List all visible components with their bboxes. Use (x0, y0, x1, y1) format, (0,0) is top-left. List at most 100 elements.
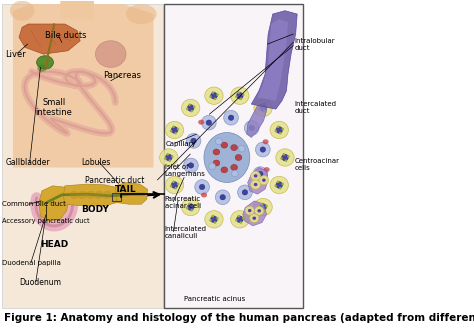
Ellipse shape (262, 179, 266, 182)
Circle shape (263, 209, 265, 212)
Ellipse shape (221, 167, 228, 173)
Text: Duodenum: Duodenum (19, 278, 61, 287)
Ellipse shape (248, 209, 252, 212)
Text: Intercalated
canaliculi: Intercalated canaliculi (165, 226, 207, 239)
Circle shape (186, 207, 188, 209)
Ellipse shape (210, 216, 217, 223)
Circle shape (188, 203, 191, 205)
Ellipse shape (270, 121, 288, 139)
Ellipse shape (257, 172, 263, 177)
Circle shape (261, 203, 263, 205)
Circle shape (166, 153, 169, 156)
Ellipse shape (237, 92, 243, 99)
Circle shape (279, 187, 282, 190)
Ellipse shape (245, 121, 259, 135)
Ellipse shape (209, 163, 216, 170)
Circle shape (285, 159, 287, 162)
Ellipse shape (242, 190, 248, 195)
Circle shape (209, 219, 212, 222)
Text: Pancreatic acinus: Pancreatic acinus (184, 296, 245, 302)
Circle shape (280, 157, 283, 160)
Ellipse shape (260, 204, 266, 210)
Ellipse shape (259, 176, 269, 185)
Ellipse shape (10, 1, 34, 21)
Circle shape (188, 104, 191, 106)
Ellipse shape (231, 211, 249, 228)
Ellipse shape (237, 185, 252, 200)
Ellipse shape (103, 191, 111, 199)
Polygon shape (19, 24, 80, 54)
Ellipse shape (160, 149, 178, 166)
Ellipse shape (276, 182, 283, 188)
Ellipse shape (165, 154, 172, 161)
Circle shape (177, 128, 179, 130)
Ellipse shape (171, 182, 178, 188)
Text: HEAD: HEAD (40, 240, 68, 249)
Circle shape (277, 181, 279, 183)
Circle shape (274, 185, 277, 187)
Ellipse shape (200, 184, 205, 190)
Ellipse shape (276, 149, 294, 166)
Ellipse shape (220, 195, 226, 200)
Ellipse shape (206, 120, 211, 125)
Ellipse shape (171, 127, 178, 133)
Circle shape (169, 159, 171, 162)
Circle shape (240, 97, 242, 100)
Ellipse shape (228, 115, 234, 120)
Ellipse shape (264, 167, 270, 172)
Ellipse shape (221, 142, 228, 148)
Text: Accessory pancreatic duct: Accessory pancreatic duct (2, 218, 90, 224)
Ellipse shape (254, 198, 272, 216)
Ellipse shape (270, 176, 288, 194)
Circle shape (212, 215, 214, 217)
Text: Centroacinar
cells: Centroacinar cells (294, 158, 339, 171)
Circle shape (193, 205, 195, 207)
Circle shape (287, 155, 290, 158)
Polygon shape (247, 103, 266, 137)
Circle shape (237, 91, 240, 94)
Circle shape (212, 91, 214, 94)
Text: Pancreas: Pancreas (103, 71, 141, 80)
Polygon shape (257, 19, 288, 101)
Ellipse shape (78, 191, 87, 199)
Ellipse shape (182, 99, 200, 117)
Circle shape (170, 130, 172, 132)
Ellipse shape (187, 204, 194, 210)
Text: Intralobular
duct: Intralobular duct (294, 38, 335, 51)
Ellipse shape (282, 154, 288, 161)
Circle shape (172, 126, 175, 128)
Ellipse shape (257, 209, 261, 212)
Ellipse shape (201, 193, 207, 198)
Ellipse shape (251, 180, 261, 189)
Circle shape (265, 106, 268, 108)
Ellipse shape (235, 154, 242, 160)
Circle shape (282, 128, 284, 130)
Circle shape (237, 215, 240, 217)
Text: Common bile duct: Common bile duct (2, 201, 66, 207)
Ellipse shape (195, 180, 210, 194)
Circle shape (174, 132, 177, 135)
Ellipse shape (165, 176, 184, 194)
Circle shape (164, 157, 166, 160)
Circle shape (193, 106, 195, 108)
Ellipse shape (253, 167, 268, 182)
Ellipse shape (260, 147, 265, 152)
Ellipse shape (254, 99, 272, 117)
Ellipse shape (254, 174, 257, 178)
Circle shape (235, 95, 237, 98)
Ellipse shape (251, 171, 261, 181)
Ellipse shape (276, 127, 283, 133)
Ellipse shape (231, 164, 237, 171)
Ellipse shape (165, 121, 184, 139)
Polygon shape (251, 11, 297, 109)
Polygon shape (64, 184, 120, 206)
Ellipse shape (95, 191, 103, 199)
Text: Intercalated
duct: Intercalated duct (294, 101, 336, 114)
Circle shape (279, 132, 282, 135)
Ellipse shape (37, 64, 46, 72)
Circle shape (242, 217, 245, 220)
Circle shape (265, 205, 268, 207)
Ellipse shape (201, 115, 216, 130)
Circle shape (283, 153, 285, 156)
Circle shape (258, 108, 261, 110)
